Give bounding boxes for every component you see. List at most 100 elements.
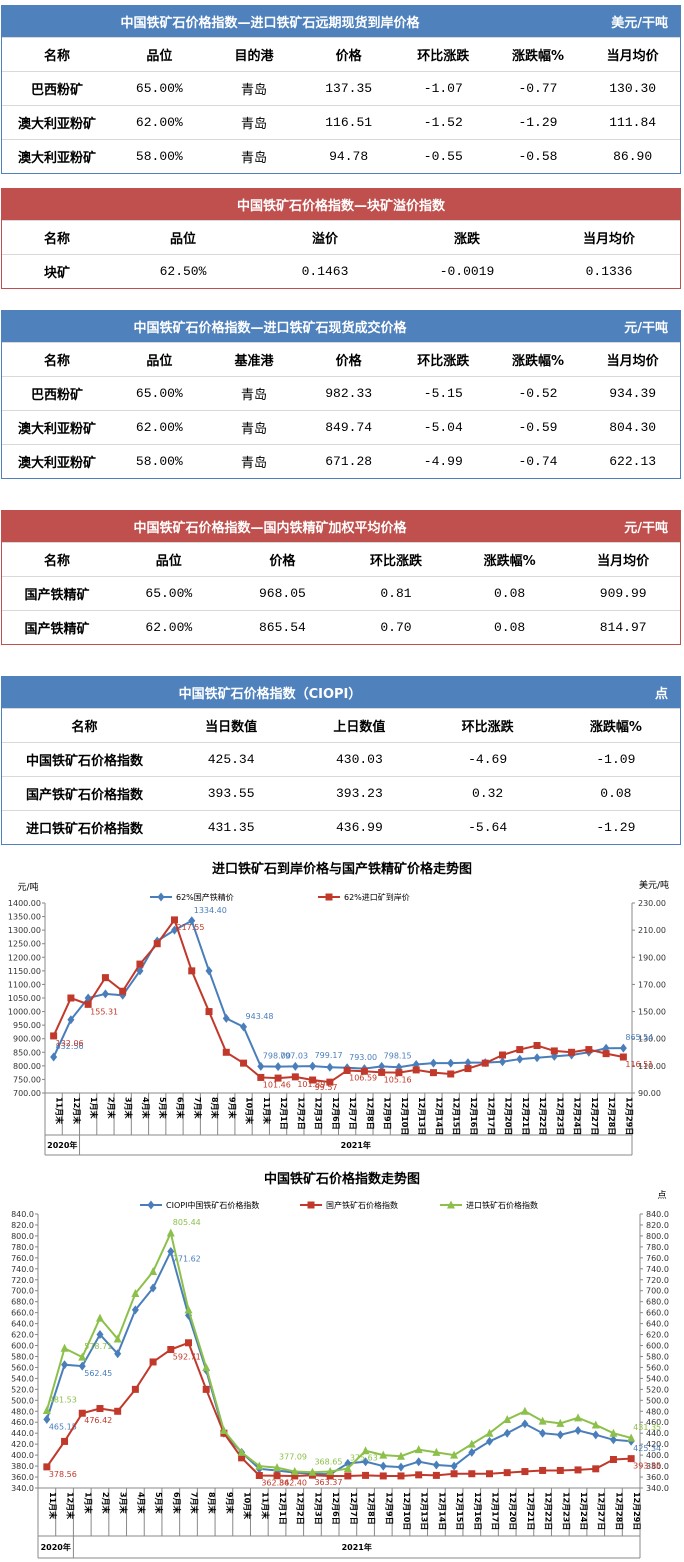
table-cell: 0.1463 <box>254 254 396 288</box>
y2-tick-label: 340.0 <box>646 1484 669 1493</box>
table-cell: -0.74 <box>490 444 586 478</box>
table-row: 国产铁矿石价格指数 393.55 393.23 0.32 0.08 <box>2 776 680 811</box>
data-label: 101.46 <box>263 1080 291 1089</box>
y-tick-label: 850.00 <box>13 1048 41 1057</box>
marker <box>326 1078 334 1086</box>
table-cell: 0.1336 <box>538 254 680 288</box>
marker <box>361 1446 370 1455</box>
y-tick-label: 500.0 <box>11 1396 34 1405</box>
marker <box>119 987 127 995</box>
header-row: 名称 当日数值 上日数值 环比涨跌 涨跌幅% <box>2 708 680 743</box>
data-label: 393.55 <box>633 1462 661 1471</box>
marker <box>343 1066 351 1074</box>
marker <box>170 916 178 924</box>
x-tick-label: 12月10日 <box>400 1097 409 1135</box>
table-cell: 425.34 <box>167 742 296 777</box>
data-label: 377.09 <box>279 1453 307 1462</box>
marker <box>101 989 109 999</box>
data-label: 1334.40 <box>194 906 227 915</box>
table-cell: -0.77 <box>490 71 586 106</box>
series-line <box>45 1229 632 1474</box>
data-label: 155.31 <box>90 1007 118 1016</box>
y2-tick-label: 780.0 <box>646 1243 669 1252</box>
y-tick-label: 900.00 <box>13 1035 41 1044</box>
data-label: 943.48 <box>246 1012 274 1021</box>
y2-tick-label: 700.0 <box>646 1287 669 1296</box>
marker <box>131 1305 139 1315</box>
marker <box>185 1339 192 1347</box>
marker <box>362 1471 370 1479</box>
x-tick-label: 3月末 <box>119 1492 129 1514</box>
marker <box>240 1022 248 1032</box>
y2-tick-label: 520.0 <box>646 1385 669 1394</box>
marker <box>609 1428 618 1437</box>
x-tick-label: 12月10日 <box>402 1492 411 1530</box>
y2-tick-label: 820.0 <box>646 1221 669 1230</box>
column-header: 价格 <box>225 542 340 577</box>
marker <box>205 966 213 976</box>
row-name: 巴西粉矿 <box>2 71 112 106</box>
marker <box>468 1447 476 1457</box>
x-tick-label: 12月9日 <box>383 1097 392 1130</box>
y-tick-label: 660.0 <box>11 1309 34 1318</box>
table-cell: 671.28 <box>301 444 396 478</box>
marker <box>499 1051 507 1059</box>
x-tick-label: 8月末 <box>210 1097 220 1119</box>
y-tick-label: 1200.00 <box>8 953 41 962</box>
marker <box>255 1471 263 1479</box>
marker <box>274 1062 282 1072</box>
x-tick-label: 12月17日 <box>486 1097 495 1135</box>
x-tick-label: 11月末 <box>48 1492 58 1519</box>
data-label: 793.00 <box>349 1053 377 1062</box>
marker <box>379 1472 387 1480</box>
table-cell: -4.99 <box>395 444 491 478</box>
x-tick-label: 12月22日 <box>538 1097 547 1135</box>
column-header: 目的港 <box>206 37 302 72</box>
table-cell: -4.69 <box>423 742 552 777</box>
marker <box>326 1062 334 1072</box>
table-cell: 62.00% <box>112 410 207 445</box>
marker <box>205 1008 213 1016</box>
data-label: 799.17 <box>315 1051 343 1060</box>
x-tick-label: 12月23日 <box>555 1097 564 1135</box>
table-cell: -0.52 <box>490 376 586 411</box>
column-header: 价格 <box>301 342 396 377</box>
x-tick-label: 9月末 <box>227 1097 237 1119</box>
marker <box>520 1406 529 1415</box>
table-cell: 58.00% <box>112 444 207 478</box>
marker <box>67 994 75 1002</box>
y-tick-label: 440.0 <box>11 1429 34 1438</box>
table-cell: -1.09 <box>551 742 680 777</box>
marker <box>516 1046 524 1054</box>
marker <box>592 1430 600 1440</box>
table-cell: 94.78 <box>301 139 396 173</box>
marker <box>619 1043 627 1053</box>
x-tick-label: 12月28日 <box>614 1492 623 1530</box>
marker <box>131 1288 140 1297</box>
column-header: 价格 <box>301 37 396 72</box>
x-tick-label: 12月3日 <box>313 1492 322 1525</box>
y2-tick-label: 360.0 <box>646 1473 669 1482</box>
table-cell: 62.50% <box>112 254 254 288</box>
y2-tick-label: 760.0 <box>646 1254 669 1263</box>
x-tick-label: 2月末 <box>101 1492 111 1514</box>
row-name: 国产铁矿石价格指数 <box>2 776 167 811</box>
table-cell: 849.74 <box>301 410 396 445</box>
marker <box>467 1439 476 1448</box>
marker <box>396 1451 405 1460</box>
table-cell: 111.84 <box>585 105 680 140</box>
marker <box>273 1472 281 1480</box>
table-cell: 393.55 <box>167 776 296 811</box>
y-tick-label: 580.0 <box>11 1352 34 1361</box>
y2-tick-label: 400.0 <box>646 1451 669 1460</box>
table-row: 澳大利亚粉矿 58.00% 青岛 94.78 -0.55 -0.58 86.90 <box>2 139 680 173</box>
x-tick-label: 12月末 <box>66 1492 76 1519</box>
marker <box>96 1330 104 1340</box>
row-name: 澳大利亚粉矿 <box>2 444 112 478</box>
marker <box>450 1450 459 1459</box>
x-tick-label: 12月21日 <box>521 1097 530 1135</box>
marker <box>147 1200 155 1210</box>
y2-tick-label: 660.0 <box>646 1309 669 1318</box>
data-label: 105.16 <box>384 1075 412 1084</box>
marker <box>609 1456 617 1464</box>
